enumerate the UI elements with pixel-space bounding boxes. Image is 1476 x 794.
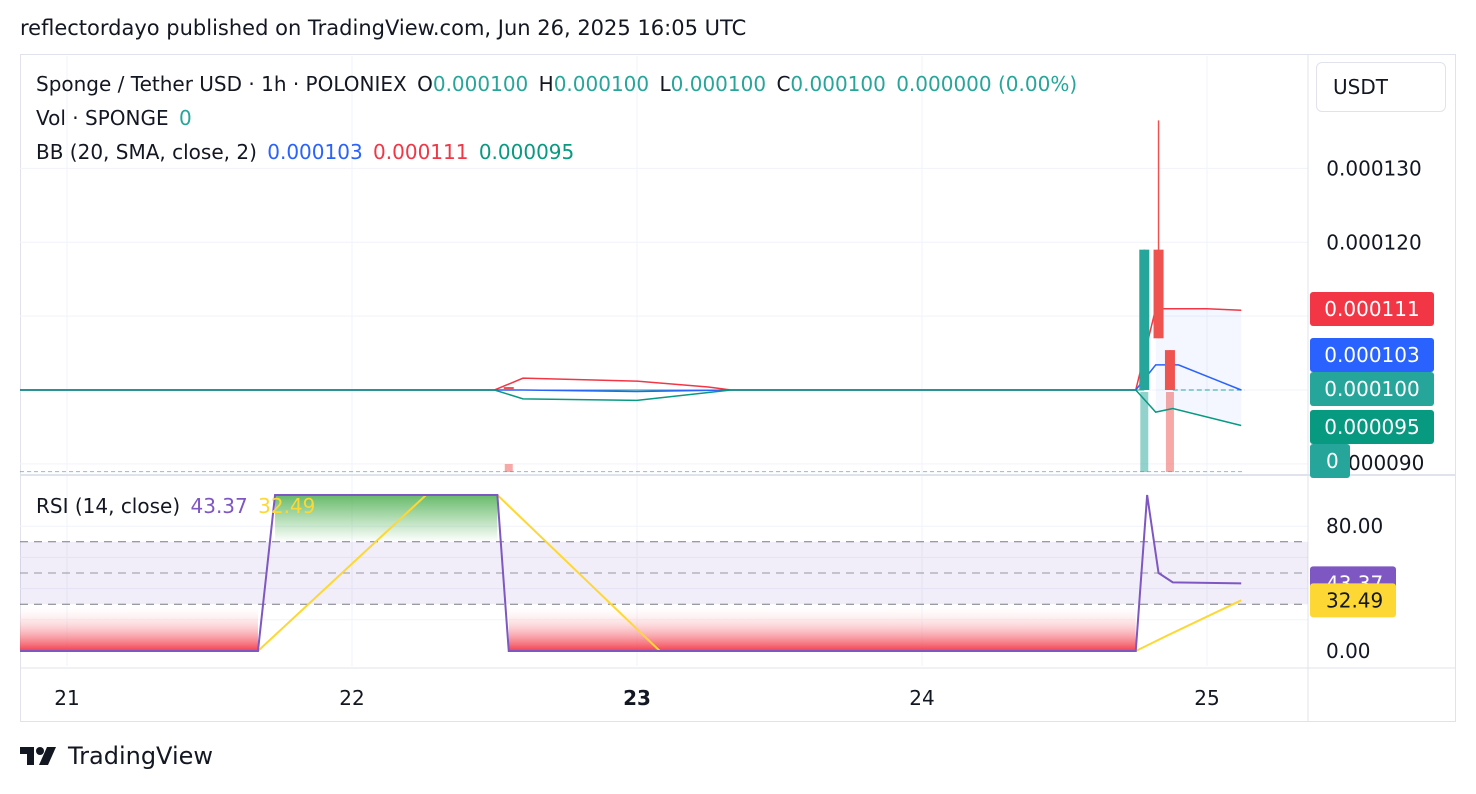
- rsi-ma-line: [20, 494, 1242, 652]
- volume-bar: [504, 464, 513, 472]
- price-badge: [1310, 444, 1350, 478]
- bb-upper-line: [20, 307, 1242, 391]
- volume-label[interactable]: Vol · SPONGE: [36, 106, 169, 130]
- time-tick-label: 24: [909, 686, 934, 710]
- bb-basis-value: 0.000103: [267, 140, 363, 164]
- bb-legend: BB (20, SMA, close, 2) 0.000103 0.000111…: [36, 140, 578, 164]
- volume-legend: Vol · SPONGE 0: [36, 106, 196, 130]
- price-badge-label: 0.000095: [1324, 415, 1419, 439]
- currency-selector[interactable]: USDT: [1316, 62, 1446, 112]
- price-tick-label: 0.000120: [1326, 230, 1421, 254]
- ohlc-legend: Sponge / Tether USD · 1h · POLONIEX O0.0…: [36, 72, 1081, 96]
- price-badge: [1310, 292, 1434, 326]
- chart-frame: [20, 54, 1456, 722]
- volume-bar: [1140, 392, 1149, 472]
- rsi-tick-label: 0.00: [1326, 639, 1371, 663]
- rsi-tick-label: 80.00: [1326, 514, 1383, 538]
- change-value: 0.000000 (0.00%): [896, 72, 1078, 96]
- low-value: 0.000100: [670, 72, 767, 96]
- footer-brand: TradingView: [20, 742, 213, 770]
- rsi-oversold-fill: [20, 604, 258, 651]
- bb-label[interactable]: BB (20, SMA, close, 2): [36, 140, 257, 164]
- rsi-badge: [1310, 583, 1396, 618]
- rsi-lines: [20, 494, 1242, 652]
- rsi-line: [20, 494, 1242, 652]
- volume-value: 0: [178, 106, 192, 130]
- volume-bar: [1165, 392, 1174, 472]
- price-badge-label: 0: [1326, 449, 1339, 473]
- time-tick-label: 25: [1194, 686, 1219, 710]
- currency-label: USDT: [1333, 75, 1388, 99]
- price-badge: [1310, 372, 1434, 406]
- bb-lines: [20, 307, 1242, 427]
- bb-lower-line: [20, 389, 1242, 427]
- rsi-label[interactable]: RSI (14, close): [36, 494, 181, 518]
- time-tick-label: 23: [623, 686, 651, 710]
- bb-fill: [1155, 308, 1242, 426]
- price-badge-label: 0.000103: [1324, 343, 1419, 367]
- close-value: 0.000100: [790, 72, 886, 96]
- price-badge-label: 0.000100: [1324, 377, 1419, 401]
- publish-header: reflectordayo published on TradingView.c…: [20, 16, 747, 40]
- tradingview-logo-icon: [20, 747, 56, 765]
- price-tick-label: 000090: [1348, 451, 1424, 475]
- brand-name: TradingView: [68, 742, 214, 770]
- high-value: 0.000100: [553, 72, 650, 96]
- price-badge-label: 0.000111: [1324, 297, 1419, 321]
- price-tick-label: 0.000130: [1326, 156, 1421, 180]
- rsi-value: 43.37: [190, 494, 248, 518]
- rsi-ma-value: 32.49: [258, 494, 316, 518]
- bb-lower-value: 0.000095: [478, 140, 575, 164]
- candle-body: [503, 387, 514, 391]
- bb-basis-line: [20, 364, 1242, 393]
- rsi-badge-label: 32.49: [1326, 588, 1383, 612]
- rsi-overbought-fill: [275, 495, 498, 542]
- symbol-label[interactable]: Sponge / Tether USD · 1h · POLONIEX: [36, 72, 407, 96]
- candle-body: [1164, 350, 1175, 391]
- time-tick-label: 22: [339, 686, 364, 710]
- high-label: H: [538, 72, 554, 96]
- low-label: L: [659, 72, 671, 96]
- time-tick-label: 21: [54, 686, 79, 710]
- open-label: O: [417, 72, 433, 96]
- bb-upper-value: 0.000111: [373, 140, 469, 164]
- open-value: 0.000100: [432, 72, 529, 96]
- close-label: C: [776, 72, 791, 96]
- rsi-legend: RSI (14, close) 43.37 32.49: [36, 494, 319, 518]
- price-badge: [1310, 338, 1434, 372]
- candle-body: [1153, 249, 1164, 339]
- candle-body: [1139, 249, 1150, 391]
- price-badge: [1310, 410, 1434, 444]
- rsi-oversold-fill: [508, 604, 1136, 651]
